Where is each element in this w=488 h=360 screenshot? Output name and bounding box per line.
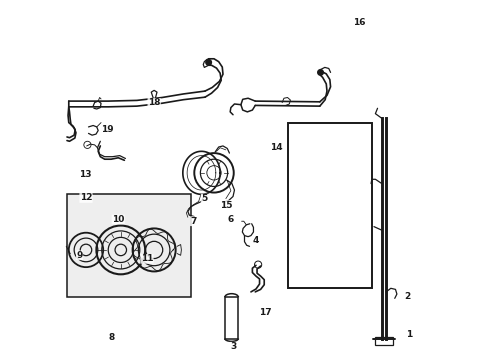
Text: 11: 11 (141, 255, 153, 264)
Text: 5: 5 (201, 194, 207, 203)
Bar (374, 337, 392, 345)
Bar (67, 194, 190, 297)
Text: 13: 13 (79, 170, 91, 179)
Text: 2: 2 (404, 292, 410, 301)
Text: 9: 9 (76, 251, 82, 260)
Text: 12: 12 (80, 193, 92, 202)
Text: 15: 15 (219, 201, 232, 210)
Text: 7: 7 (190, 217, 196, 226)
Text: 8: 8 (108, 333, 115, 342)
Text: 16: 16 (352, 18, 365, 27)
Text: 10: 10 (112, 215, 124, 224)
Text: 1: 1 (406, 330, 412, 339)
Text: 4: 4 (251, 237, 258, 246)
Text: 18: 18 (147, 98, 160, 107)
Bar (287, 123, 371, 288)
Text: 6: 6 (226, 215, 233, 224)
Text: 3: 3 (229, 342, 236, 351)
Circle shape (205, 59, 211, 65)
Bar (224, 297, 238, 338)
Text: 17: 17 (259, 308, 271, 317)
Circle shape (317, 69, 323, 75)
Text: 14: 14 (270, 143, 283, 152)
Text: 19: 19 (101, 125, 114, 134)
